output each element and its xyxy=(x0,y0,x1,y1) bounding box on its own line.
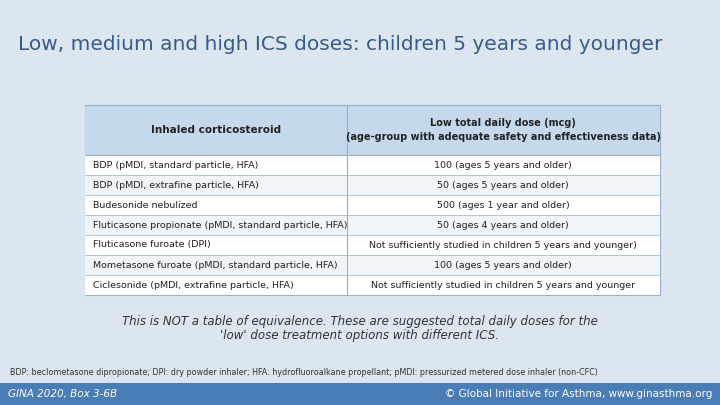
Bar xyxy=(0,352,720,355)
Text: Low total daily dose (mcg)
(age-group with adequate safety and effectiveness dat: Low total daily dose (mcg) (age-group wi… xyxy=(346,118,661,142)
Bar xyxy=(0,324,720,326)
Bar xyxy=(0,348,720,350)
Bar xyxy=(0,374,720,377)
Bar xyxy=(85,235,660,255)
Bar xyxy=(85,275,660,295)
Text: This is NOT a table of equivalence. These are suggested total daily doses for th: This is NOT a table of equivalence. Thes… xyxy=(122,315,598,328)
Bar xyxy=(0,381,720,384)
Text: Low, medium and high ICS doses: children 5 years and younger: Low, medium and high ICS doses: children… xyxy=(18,34,662,53)
Bar xyxy=(85,175,660,195)
Bar xyxy=(0,361,720,364)
Bar xyxy=(0,394,720,397)
Text: Ciclesonide (pMDI, extrafine particle, HFA): Ciclesonide (pMDI, extrafine particle, H… xyxy=(93,281,294,290)
Bar xyxy=(85,105,660,155)
Bar xyxy=(0,370,720,373)
Text: 100 (ages 5 years and older): 100 (ages 5 years and older) xyxy=(434,260,572,269)
Bar xyxy=(0,359,720,362)
Bar xyxy=(85,105,660,295)
Bar xyxy=(85,255,660,275)
Bar xyxy=(0,388,720,390)
Bar xyxy=(0,345,720,348)
Text: Fluticasone furoate (DPI): Fluticasone furoate (DPI) xyxy=(93,241,211,249)
Bar xyxy=(0,341,720,344)
Bar xyxy=(0,365,720,368)
Text: 50 (ages 5 years and older): 50 (ages 5 years and older) xyxy=(438,181,570,190)
Bar xyxy=(0,350,720,353)
Bar xyxy=(0,317,720,320)
Bar xyxy=(85,195,660,215)
Bar xyxy=(0,319,720,322)
Bar xyxy=(0,363,720,366)
Bar xyxy=(0,343,720,346)
Bar xyxy=(0,368,720,370)
Bar xyxy=(0,335,720,337)
Bar xyxy=(0,403,720,405)
Text: 500 (ages 1 year and older): 500 (ages 1 year and older) xyxy=(437,200,570,209)
Text: Mometasone furoate (pMDI, standard particle, HFA): Mometasone furoate (pMDI, standard parti… xyxy=(93,260,338,269)
Text: BDP: beclometasone dipropionate; DPI: dry powder inhaler; HFA: hydrofluoroalkane: BDP: beclometasone dipropionate; DPI: dr… xyxy=(10,368,598,377)
Bar xyxy=(0,322,720,324)
Bar xyxy=(0,372,720,375)
Bar xyxy=(0,330,720,333)
Bar xyxy=(0,326,720,328)
Bar xyxy=(0,333,720,335)
Bar xyxy=(0,88,720,405)
Bar xyxy=(0,337,720,339)
Text: 100 (ages 5 years and older): 100 (ages 5 years and older) xyxy=(434,160,572,170)
Bar xyxy=(0,385,720,388)
Bar xyxy=(0,396,720,399)
Bar xyxy=(85,155,660,175)
Bar xyxy=(0,354,720,357)
Bar xyxy=(0,383,720,405)
Bar xyxy=(0,379,720,381)
Text: Not sufficiently studied in children 5 years and younger): Not sufficiently studied in children 5 y… xyxy=(369,241,637,249)
Text: © Global Initiative for Asthma, www.ginasthma.org: © Global Initiative for Asthma, www.gina… xyxy=(445,389,712,399)
Text: 'low' dose treatment options with different ICS.: 'low' dose treatment options with differ… xyxy=(220,329,500,342)
Text: Inhaled corticosteroid: Inhaled corticosteroid xyxy=(150,125,281,135)
Bar xyxy=(0,376,720,379)
Bar xyxy=(0,390,720,392)
Bar xyxy=(0,401,720,403)
Text: Budesonide nebulized: Budesonide nebulized xyxy=(93,200,197,209)
Bar xyxy=(85,215,660,235)
Text: GINA 2020, Box 3-6B: GINA 2020, Box 3-6B xyxy=(8,389,117,399)
Text: BDP (pMDI, standard particle, HFA): BDP (pMDI, standard particle, HFA) xyxy=(93,160,258,170)
Bar xyxy=(0,399,720,401)
Text: Fluticasone propionate (pMDI, standard particle, HFA): Fluticasone propionate (pMDI, standard p… xyxy=(93,220,348,230)
Bar xyxy=(0,392,720,394)
Bar xyxy=(0,328,720,331)
Bar xyxy=(0,383,720,386)
Bar xyxy=(0,356,720,359)
Text: BDP (pMDI, extrafine particle, HFA): BDP (pMDI, extrafine particle, HFA) xyxy=(93,181,259,190)
Bar xyxy=(0,339,720,342)
Text: 50 (ages 4 years and older): 50 (ages 4 years and older) xyxy=(438,220,570,230)
Text: Not sufficiently studied in children 5 years and younger: Not sufficiently studied in children 5 y… xyxy=(372,281,635,290)
